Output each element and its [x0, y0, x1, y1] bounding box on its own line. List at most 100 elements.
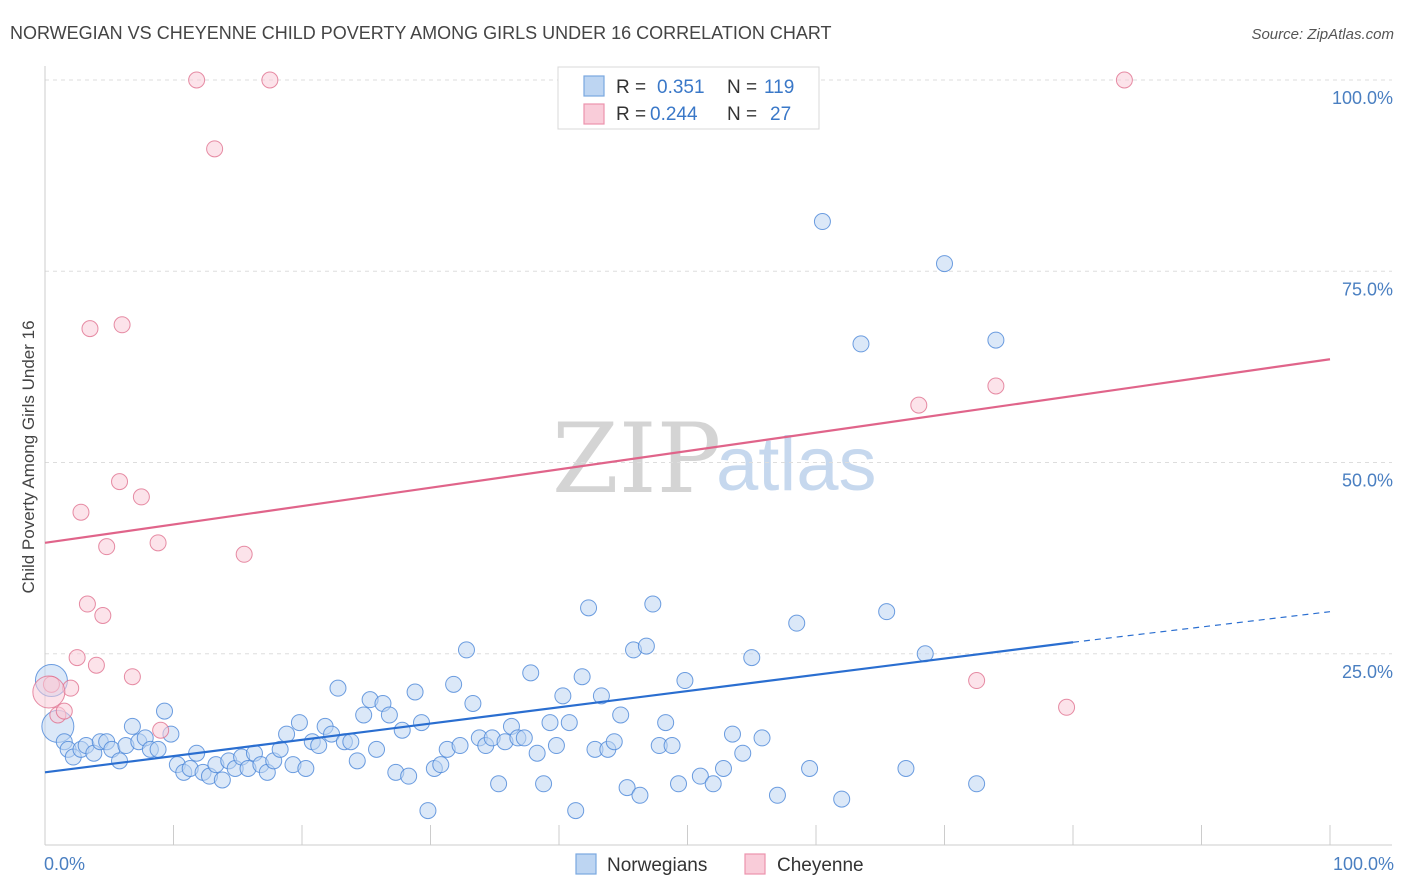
point-cheyenne-15 [149, 534, 167, 552]
bottom-legend-label-cheyenne: Cheyenne [777, 855, 864, 876]
point-norwegians-103 [723, 725, 741, 743]
trend-line-norwegians [44, 641, 1074, 774]
point-norwegians-78 [541, 714, 559, 732]
point-cheyenne-10 [98, 538, 116, 556]
point-norwegians-82 [567, 802, 585, 820]
point-norwegians-117 [968, 775, 986, 793]
y-tick-label-75: 75.0% [1342, 279, 1393, 299]
x-tick-label-left: 0.0% [44, 854, 85, 874]
point-cheyenne-22 [968, 672, 986, 690]
legend-swatch-norwegians [583, 75, 605, 97]
point-norwegians-108 [788, 614, 806, 632]
legend-swatch-cheyenne [583, 103, 605, 125]
point-norwegians-92 [631, 786, 649, 804]
point-cheyenne-6 [78, 595, 96, 613]
point-norwegians-11 [111, 752, 129, 770]
point-norwegians-100 [691, 767, 709, 785]
watermark: ZIP atlas [552, 403, 877, 515]
point-norwegians-81 [560, 714, 578, 732]
point-cheyenne-17 [188, 71, 206, 89]
point-norwegians-112 [852, 335, 870, 353]
point-cheyenne-13 [123, 668, 141, 686]
point-norwegians-83 [573, 668, 591, 686]
legend-n-label-1: N = [727, 77, 757, 98]
point-norwegians-59 [419, 802, 437, 820]
point-cheyenne-8 [87, 656, 105, 674]
point-norwegians-64 [451, 737, 469, 755]
point-norwegians-99 [676, 672, 694, 690]
point-cheyenne-19 [235, 545, 253, 563]
point-norwegians-74 [515, 729, 533, 747]
point-norwegians-109 [801, 760, 819, 777]
y-tick-labels: 100.0% 75.0% 50.0% 25.0% [1332, 88, 1393, 682]
grid-lines [45, 79, 1392, 655]
point-norwegians-39 [290, 714, 308, 732]
point-norwegians-27 [213, 771, 231, 789]
point-norwegians-49 [355, 706, 373, 724]
point-norwegians-98 [670, 775, 688, 793]
trend-lines [44, 358, 1331, 774]
point-cheyenne-23 [987, 377, 1005, 395]
point-norwegians-17 [149, 740, 167, 758]
chart-source: Source: ZipAtlas.com [1251, 26, 1394, 43]
point-norwegians-65 [457, 641, 475, 659]
trend-line-norwegians-extension [1072, 611, 1331, 643]
point-norwegians-77 [535, 775, 553, 793]
y-tick-label-100: 100.0% [1332, 88, 1393, 108]
chart-title: NORWEGIAN VS CHEYENNE CHILD POVERTY AMON… [10, 23, 832, 43]
point-norwegians-94 [644, 595, 662, 613]
point-norwegians-79 [547, 737, 565, 755]
point-norwegians-101 [704, 775, 722, 793]
point-norwegians-70 [490, 775, 508, 793]
trend-line-cheyenne [44, 358, 1331, 544]
point-cheyenne-4 [68, 649, 86, 667]
point-norwegians-118 [987, 331, 1005, 349]
legend-box: R = 0.351 N = 119 R = 0.244 N = 27 [557, 66, 820, 130]
point-norwegians-86 [592, 687, 610, 705]
point-norwegians-48 [348, 752, 366, 770]
point-cheyenne-18 [206, 140, 224, 158]
point-norwegians-63 [445, 675, 463, 693]
x-tick-label-right: 100.0% [1333, 854, 1394, 874]
y-axis-label: Child Poverty Among Girls Under 16 [19, 320, 38, 593]
bottom-legend: Norwegians Cheyenne [575, 853, 864, 876]
point-norwegians-56 [400, 767, 418, 785]
axes [44, 66, 1392, 846]
point-norwegians-107 [768, 786, 786, 804]
point-norwegians-36 [271, 740, 289, 758]
y-tick-label-50: 50.0% [1342, 471, 1393, 491]
point-norwegians-76 [528, 744, 546, 762]
point-cheyenne-21 [910, 396, 928, 414]
point-norwegians-90 [618, 779, 636, 797]
point-cheyenne-20 [261, 71, 279, 89]
bottom-legend-label-norwegians: Norwegians [607, 855, 707, 876]
point-cheyenne-9 [94, 607, 112, 624]
legend-r-value-2: 0.244 [650, 104, 698, 125]
legend-n-label-2: N = [727, 104, 757, 125]
point-norwegians-93 [637, 637, 655, 655]
point-norwegians-51 [368, 740, 386, 758]
point-norwegians-61 [432, 756, 450, 774]
bottom-legend-swatch-cheyenne [744, 853, 766, 875]
point-norwegians-96 [657, 714, 675, 732]
point-norwegians-57 [406, 683, 424, 701]
point-norwegians-97 [663, 737, 681, 755]
point-cheyenne-11 [111, 473, 129, 491]
point-norwegians-84 [580, 599, 598, 617]
point-norwegians-114 [897, 760, 915, 777]
point-norwegians-66 [464, 694, 482, 712]
point-norwegians-40 [297, 760, 315, 777]
point-norwegians-53 [380, 706, 398, 724]
point-norwegians-116 [936, 255, 953, 273]
point-norwegians-75 [522, 664, 540, 682]
point-cheyenne-25 [1115, 71, 1133, 89]
point-norwegians-13 [123, 717, 141, 735]
point-norwegians-58 [413, 714, 431, 732]
legend-n-value-2: 27 [770, 104, 791, 125]
point-norwegians-45 [329, 679, 347, 697]
series-norwegians-points [34, 213, 1005, 820]
point-norwegians-105 [743, 649, 761, 667]
bottom-legend-swatch-norwegians [575, 853, 597, 875]
legend-n-value-1: 119 [764, 77, 794, 98]
